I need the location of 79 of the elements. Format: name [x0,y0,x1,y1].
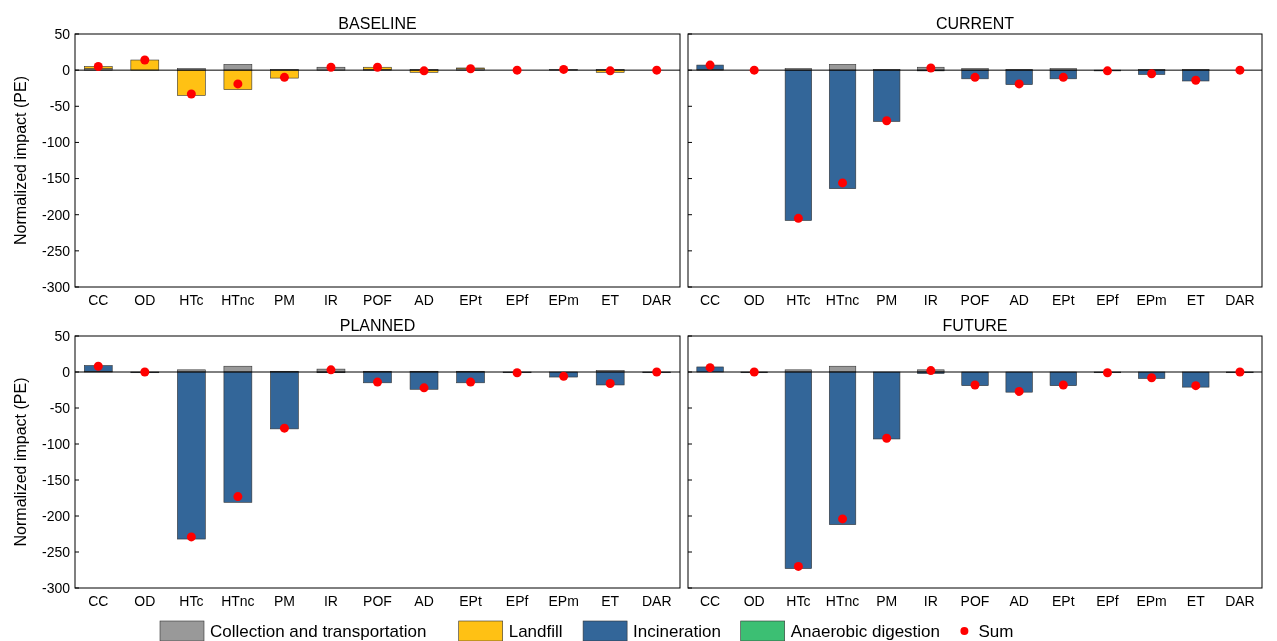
x-tick-label: EPt [459,593,482,609]
x-tick-label: OD [743,593,765,609]
x-tick-label: POF [960,593,990,609]
y-tick-label: -150 [41,170,71,187]
chart-title: BASELINE [338,15,417,32]
y-axis-title: Normalized impact (PE) [12,76,29,245]
x-tick-label: PM [273,593,295,609]
x-tick-label: PM [273,292,295,308]
y-tick-label: 0 [62,62,71,79]
x-tick-label: EPt [1052,593,1075,609]
x-tick-label: OD [134,292,156,308]
x-tick-label: CC [88,292,109,308]
x-tick-label: POF [960,292,990,308]
y-axis-title: Normalized impact (PE) [12,377,29,547]
x-tick-label: IR [923,292,938,308]
x-tick-label: EPf [1096,593,1119,609]
x-tick-label: AD [1009,593,1029,609]
legend-label: Collection and transportation [210,621,427,641]
x-tick-label: HTc [786,593,811,609]
y-tick-label: -100 [41,134,71,151]
y-tick-label: -150 [41,471,71,488]
x-tick-label: HTnc [825,292,860,308]
y-tick-label: -200 [41,507,71,524]
x-tick-label: EPf [505,593,529,609]
x-tick-label: OD [743,292,765,308]
x-tick-label: IR [323,292,338,308]
x-tick-label: EPm [548,292,579,308]
x-tick-label: OD [134,593,156,609]
chart-title: CURRENT [935,15,1015,32]
legend-label: Anaerobic digestion [790,621,941,641]
legend-label: Incineration [633,621,721,641]
x-tick-label: HTc [179,292,204,308]
y-tick-label: -250 [41,242,71,259]
chart-title: PLANNED [339,317,416,334]
x-tick-label: HTc [179,593,204,609]
x-tick-label: EPm [1136,593,1167,609]
x-tick-label: CC [699,292,721,308]
y-tick-label: -300 [41,278,71,295]
x-tick-label: ET [601,292,620,308]
x-tick-label: HTc [786,292,811,308]
legend-label: Landfill [508,621,563,641]
x-tick-label: PM [876,292,898,308]
x-tick-label: HTnc [221,593,255,609]
y-tick-label: -100 [41,435,71,452]
x-tick-label: CC [88,593,109,609]
x-tick-label: POF [363,593,392,609]
x-tick-label: ET [601,593,620,609]
chart-title: FUTURE [942,317,1008,334]
y-tick-label: -300 [41,579,71,596]
x-tick-label: PM [876,593,898,609]
y-tick-label: -50 [49,399,71,416]
x-tick-label: EPm [548,593,579,609]
x-tick-label: EPf [1096,292,1119,308]
y-tick-label: -50 [49,98,71,115]
x-tick-label: EPm [1136,292,1167,308]
x-tick-label: AD [414,593,434,609]
x-tick-label: DAR [641,292,672,308]
x-tick-label: ET [1186,593,1206,609]
x-tick-label: HTnc [825,593,860,609]
x-tick-label: DAR [1225,292,1255,308]
x-tick-label: CC [699,593,721,609]
x-tick-label: HTnc [221,292,255,308]
x-tick-label: DAR [1225,593,1255,609]
x-tick-label: EPt [1052,292,1075,308]
x-tick-label: IR [323,593,338,609]
x-tick-label: AD [414,292,434,308]
y-tick-label: -250 [41,543,71,560]
legend-label: Sum [978,621,1014,641]
x-tick-label: EPt [459,292,482,308]
x-tick-label: ET [1186,292,1206,308]
y-tick-label: -200 [41,206,71,223]
y-tick-label: 50 [54,327,71,344]
x-tick-label: EPf [505,292,529,308]
x-tick-label: POF [363,292,392,308]
x-tick-label: DAR [641,593,672,609]
y-tick-label: 0 [62,363,71,380]
x-tick-label: IR [923,593,938,609]
y-tick-label: 50 [54,25,71,42]
x-tick-label: AD [1009,292,1029,308]
